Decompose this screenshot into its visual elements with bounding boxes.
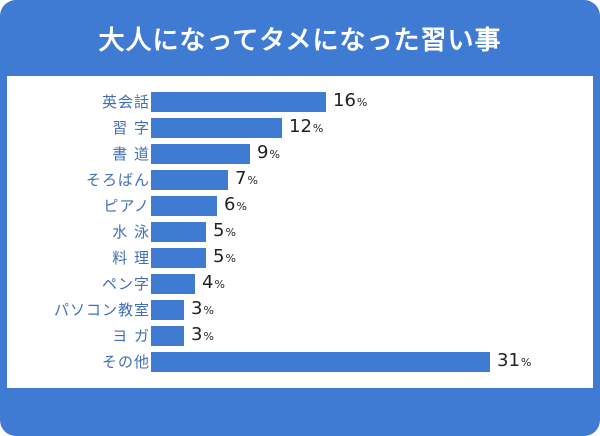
percent-unit: % bbox=[312, 122, 324, 135]
bar bbox=[151, 118, 282, 138]
value-number: 12 bbox=[289, 116, 312, 137]
bar-row: ペン字 4% bbox=[7, 272, 593, 294]
value-label: 9% bbox=[257, 142, 280, 164]
percent-unit: % bbox=[203, 330, 214, 343]
value-number: 5 bbox=[213, 246, 225, 267]
value-label: 16% bbox=[333, 90, 367, 112]
percent-unit: % bbox=[247, 174, 258, 187]
percent-unit: % bbox=[214, 278, 225, 291]
bar bbox=[151, 170, 228, 190]
category-label: ペン字 bbox=[101, 275, 150, 293]
percent-unit: % bbox=[225, 252, 236, 265]
bar bbox=[151, 248, 206, 268]
value-number: 5 bbox=[213, 220, 225, 241]
value-label: 12% bbox=[289, 116, 323, 138]
bar-row: 習 字 12% bbox=[7, 116, 593, 138]
value-number: 4 bbox=[202, 272, 214, 293]
bar bbox=[151, 144, 250, 164]
bar-row: その他 31% bbox=[7, 350, 593, 372]
category-label: そろばん bbox=[85, 171, 150, 189]
value-number: 6 bbox=[224, 194, 236, 215]
value-label: 6% bbox=[224, 194, 247, 216]
bar bbox=[151, 352, 490, 372]
bar-row: ヨ ガ 3% bbox=[7, 324, 593, 346]
category-label: ヨ ガ bbox=[112, 327, 150, 345]
value-number: 7 bbox=[235, 168, 247, 189]
chart-panel: 英会話 16% 習 字 12% 書 道 9% そろばん 7% ピアノ 6% 水 泳 5% 料 理 5% ペン… bbox=[7, 76, 593, 388]
category-label: 書 道 bbox=[112, 145, 150, 163]
category-label: 水 泳 bbox=[112, 223, 150, 241]
chart-title: 大人になってタメになった習い事 bbox=[98, 25, 502, 56]
category-label: 英会話 bbox=[101, 93, 150, 111]
percent-unit: % bbox=[203, 304, 214, 317]
bar-row: ピアノ 6% bbox=[7, 194, 593, 216]
bar-row: 英会話 16% bbox=[7, 90, 593, 112]
bar bbox=[151, 92, 326, 112]
bar bbox=[151, 300, 184, 320]
value-label: 5% bbox=[213, 246, 236, 268]
percent-unit: % bbox=[356, 96, 368, 109]
bar-row: 水 泳 5% bbox=[7, 220, 593, 242]
value-number: 3 bbox=[191, 324, 203, 345]
category-label: ピアノ bbox=[103, 197, 150, 215]
value-label: 7% bbox=[235, 168, 258, 190]
value-label: 4% bbox=[202, 272, 225, 294]
percent-unit: % bbox=[236, 200, 247, 213]
category-label: パソコン教室 bbox=[53, 301, 150, 319]
value-label: 3% bbox=[191, 298, 214, 320]
percent-unit: % bbox=[269, 148, 280, 161]
value-number: 31 bbox=[497, 350, 520, 371]
bar-row: 書 道 9% bbox=[7, 142, 593, 164]
value-number: 3 bbox=[191, 298, 203, 319]
category-label: 習 字 bbox=[112, 119, 150, 137]
bar-row: 料 理 5% bbox=[7, 246, 593, 268]
bar-row: パソコン教室 3% bbox=[7, 298, 593, 320]
value-label: 5% bbox=[213, 220, 236, 242]
bar bbox=[151, 196, 217, 216]
value-number: 9 bbox=[257, 142, 269, 163]
bar bbox=[151, 274, 195, 294]
bar-row: そろばん 7% bbox=[7, 168, 593, 190]
bar bbox=[151, 222, 206, 242]
value-label: 31% bbox=[497, 350, 531, 372]
value-number: 16 bbox=[333, 90, 356, 111]
percent-unit: % bbox=[225, 226, 236, 239]
value-label: 3% bbox=[191, 324, 214, 346]
category-label: その他 bbox=[101, 353, 150, 371]
percent-unit: % bbox=[520, 356, 532, 369]
bar bbox=[151, 326, 184, 346]
category-label: 料 理 bbox=[112, 249, 150, 267]
